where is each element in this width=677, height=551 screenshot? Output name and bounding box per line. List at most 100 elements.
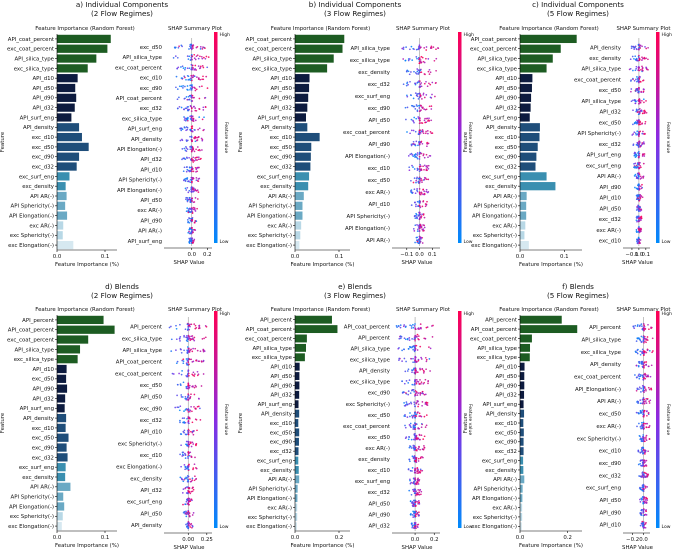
shap-point xyxy=(642,336,645,338)
shap-point xyxy=(417,499,420,502)
bar xyxy=(57,423,66,433)
shap-x-tick-label: 0.0 xyxy=(639,537,648,543)
shap-point xyxy=(191,373,194,376)
shap-point xyxy=(190,445,193,448)
shap-point xyxy=(415,205,417,208)
shap-point xyxy=(640,391,642,393)
shap-point xyxy=(183,464,186,466)
bar xyxy=(57,132,82,142)
bar xyxy=(520,191,527,201)
y-axis-label: Feature xyxy=(0,412,6,433)
shap-point xyxy=(421,390,424,393)
y-axis-label: Feature xyxy=(463,131,469,152)
shap-point xyxy=(426,404,429,406)
shap-point xyxy=(404,59,407,62)
shap-point xyxy=(634,69,637,72)
shap-point xyxy=(635,340,638,342)
shap-feature-label: exc_coat_percent xyxy=(574,374,621,380)
shap-feature-label: exc AR(-) xyxy=(365,446,390,452)
y-tick-label: API_coat_percent xyxy=(246,37,292,43)
shap-point xyxy=(422,448,425,451)
shap-point xyxy=(633,79,636,82)
y-axis-label: Feature xyxy=(238,131,244,152)
shap-panel-2: SHAP Summary PlotAPI_densityexc_densityA… xyxy=(574,26,672,266)
shap-point xyxy=(434,95,436,98)
shap-point xyxy=(201,338,204,340)
bar xyxy=(520,315,562,324)
shap-point xyxy=(414,501,417,503)
shap-point xyxy=(639,81,642,83)
shap-point xyxy=(417,180,420,183)
shap-point xyxy=(634,153,637,156)
shap-point xyxy=(189,238,191,241)
shap-point xyxy=(636,133,639,135)
panel-subtitle: (5 Flow Regimes) xyxy=(547,291,609,300)
shap-point xyxy=(413,481,415,483)
shap-point xyxy=(421,107,424,109)
shap-point xyxy=(184,68,186,71)
shap-point xyxy=(189,397,191,399)
shap-point xyxy=(407,468,410,470)
shap-feature-label: exc_silica_type xyxy=(350,58,391,64)
shap-point xyxy=(190,240,193,242)
shap-point xyxy=(641,59,643,61)
shap-point xyxy=(186,499,189,501)
shap-point xyxy=(189,500,192,503)
shap-point xyxy=(180,351,183,354)
shap-point xyxy=(186,85,189,87)
shap-point xyxy=(650,326,653,329)
y-tick-label: exc_coat_percent xyxy=(245,47,292,53)
shap-x-axis-label: SHAP Value xyxy=(174,545,206,551)
shap-point xyxy=(435,57,438,60)
bar xyxy=(520,221,526,230)
shap-point xyxy=(647,323,649,326)
y-tick-label: exc Sphericity(-) xyxy=(10,514,54,520)
shap-point xyxy=(188,429,190,432)
shap-point xyxy=(417,523,420,526)
shap-point xyxy=(643,350,646,353)
shap-point xyxy=(414,337,416,339)
shap-point xyxy=(422,92,425,95)
shap-point xyxy=(406,370,409,372)
shap-point xyxy=(647,386,650,389)
shap-point xyxy=(187,512,190,514)
shap-point xyxy=(414,72,417,74)
shap-point xyxy=(639,123,642,126)
shap-point xyxy=(416,154,419,156)
shap-point xyxy=(202,106,205,109)
shap-point xyxy=(649,375,652,378)
shap-point xyxy=(207,56,210,58)
colorbar-high-label: High xyxy=(220,32,231,38)
bar xyxy=(57,83,76,93)
shap-feature-label: exc_d90 xyxy=(368,106,391,112)
shap-point xyxy=(417,73,420,75)
shap-point xyxy=(635,351,638,354)
shap-point xyxy=(198,325,200,327)
bar-panel-4: e) Blends(3 Flow Regimes)Feature Importa… xyxy=(238,282,386,549)
shap-point xyxy=(637,175,640,178)
shap-point xyxy=(414,367,417,369)
shap-point xyxy=(414,356,417,359)
shap-point xyxy=(197,166,200,169)
shap-point xyxy=(174,406,177,409)
shap-point xyxy=(637,204,639,207)
shap-point xyxy=(636,352,639,355)
shap-point xyxy=(645,459,648,462)
shap-point xyxy=(636,217,638,220)
shap-point xyxy=(424,121,426,124)
shap-point xyxy=(408,379,411,381)
bar-chart-title: Feature Importance (Random Forest) xyxy=(35,307,134,313)
shap-point xyxy=(418,107,421,109)
shap-point xyxy=(182,362,185,365)
shap-point xyxy=(184,76,186,79)
shap-point xyxy=(642,397,645,400)
shap-point xyxy=(417,45,420,48)
shap-point xyxy=(194,64,197,67)
shap-point xyxy=(421,98,423,100)
shap-point xyxy=(192,161,195,163)
shap-point xyxy=(185,96,188,98)
shap-point xyxy=(418,230,421,232)
shap-point xyxy=(419,59,422,61)
shap-point xyxy=(415,140,418,143)
shap-point xyxy=(415,56,418,58)
